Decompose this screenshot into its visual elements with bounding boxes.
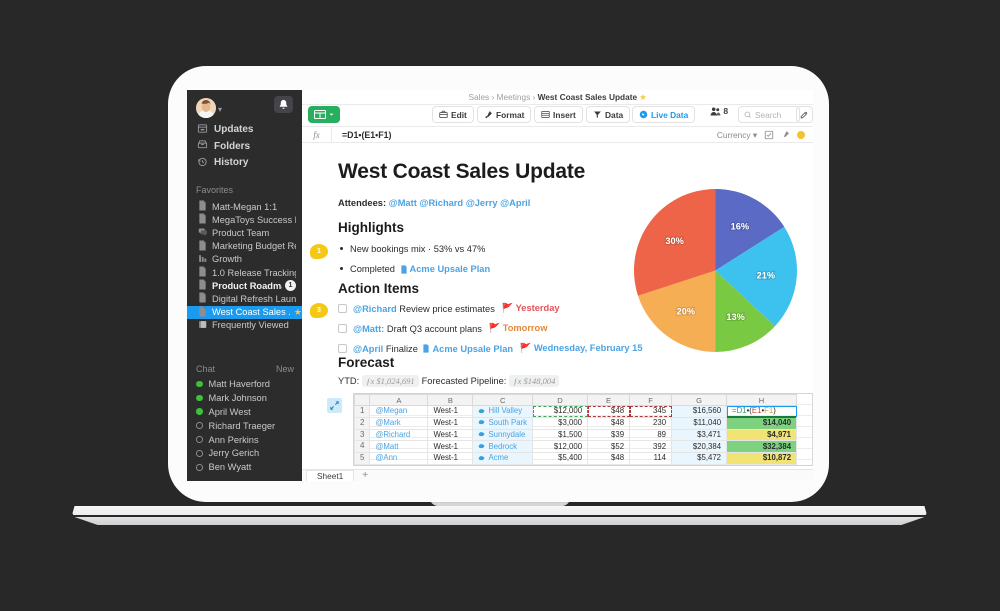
svg-text:21%: 21% <box>757 271 775 281</box>
svg-text:13%: 13% <box>726 312 744 322</box>
svg-text:20%: 20% <box>677 307 695 317</box>
svg-text:30%: 30% <box>665 236 683 246</box>
svg-text:16%: 16% <box>731 221 749 231</box>
